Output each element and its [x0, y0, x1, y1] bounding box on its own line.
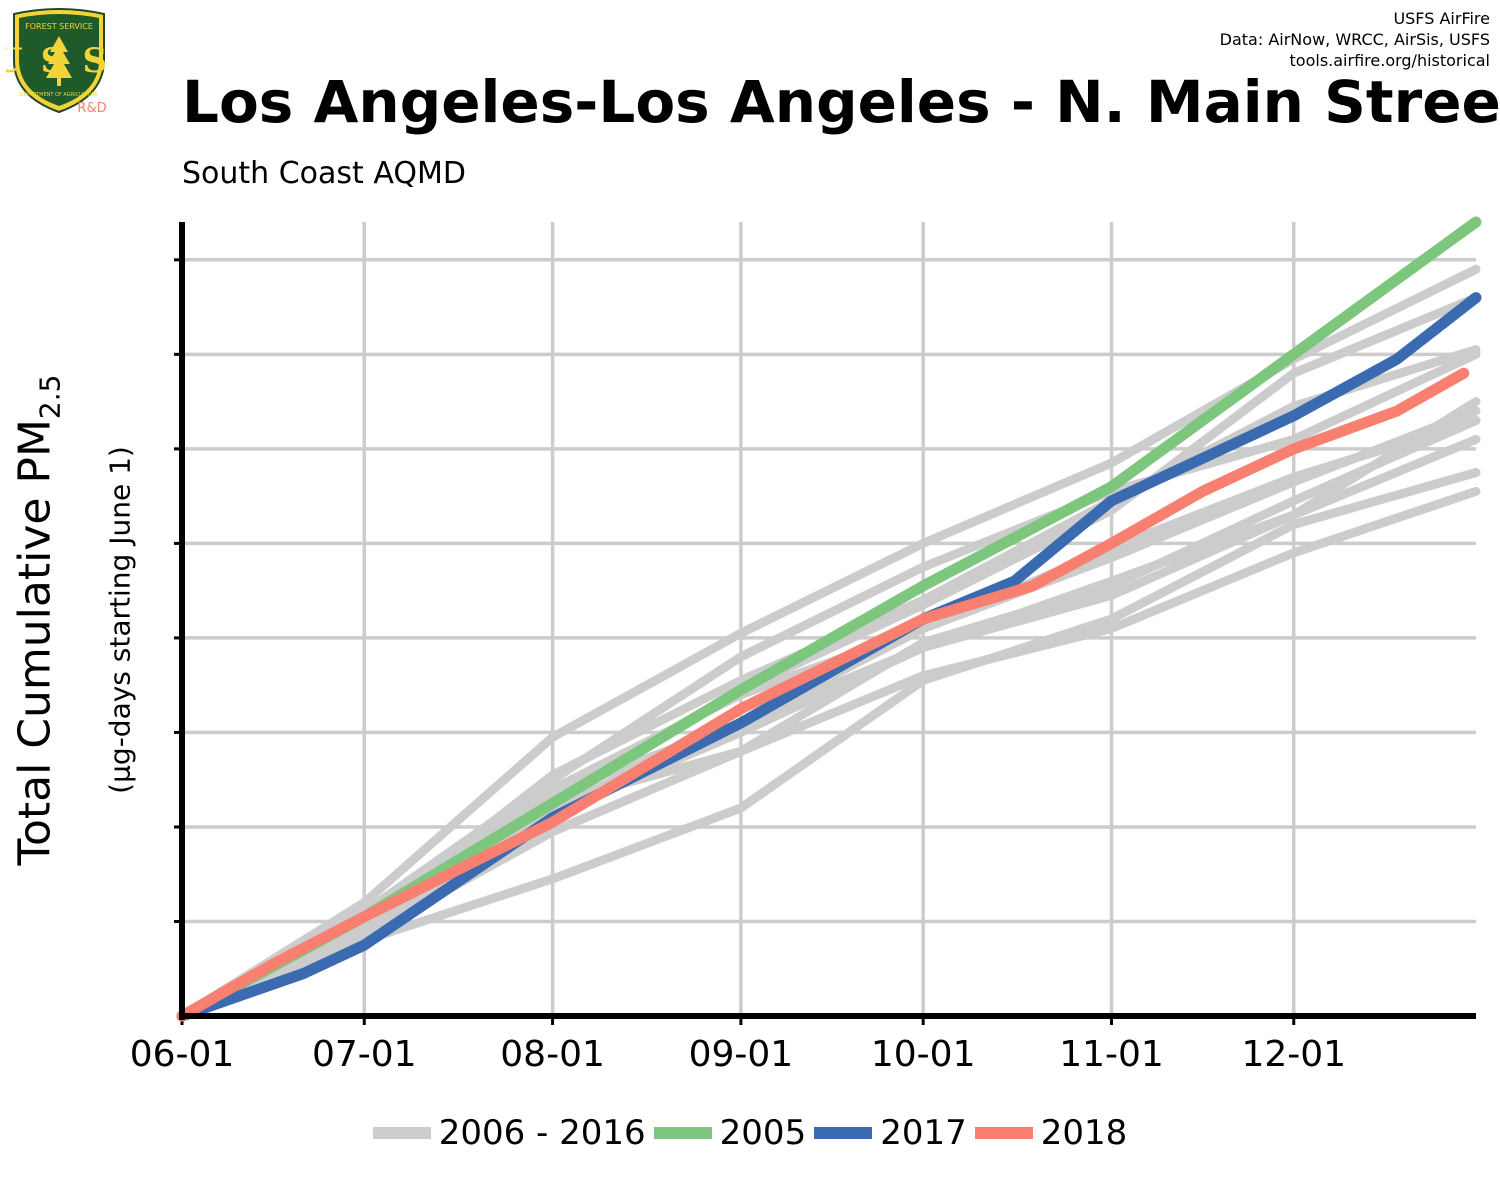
legend-label: 2005 — [719, 1113, 807, 1153]
legend-item-2017: 2017 — [814, 1113, 967, 1153]
forest-service-shield-logo: FOREST SERVICE USS DEPARTMENT OF AGRICUL… — [6, 8, 107, 116]
x-tick-label: 10-01 — [871, 1034, 976, 1075]
legend-swatch-2005 — [653, 1127, 712, 1139]
logo-bottom-text: DEPARTMENT OF AGRICULTURE — [20, 92, 98, 98]
chart-subtitle: South Coast AQMD — [182, 156, 466, 191]
legend-label: 2017 — [880, 1113, 967, 1153]
legend-swatch-history — [372, 1127, 431, 1139]
chart-title: Los Angeles-Los Angeles - N. Main Stree — [182, 68, 1500, 136]
legend-item-history: 2006 - 2016 — [372, 1113, 646, 1153]
series-line-history — [177, 349, 1481, 1021]
legend-swatch-2018 — [974, 1127, 1033, 1139]
credit-line: Data: AirNow, WRCC, AirSis, USFS — [1219, 30, 1490, 49]
series-line-2018 — [176, 367, 1470, 1022]
legend-swatch-2017 — [814, 1127, 873, 1139]
x-tick-label: 07-01 — [312, 1034, 417, 1075]
source-credits: USFS AirFire Data: AirNow, WRCC, AirSis,… — [1220, 8, 1490, 71]
legend-label: 2018 — [1040, 1113, 1128, 1153]
x-tick-label: 12-01 — [1241, 1034, 1346, 1075]
legend-item-2018: 2018 — [974, 1113, 1128, 1153]
legend-label: 2006 - 2016 — [438, 1113, 646, 1153]
x-tick-label: 08-01 — [500, 1034, 605, 1075]
credit-line: USFS AirFire — [1393, 9, 1490, 28]
tree-icon — [46, 36, 72, 78]
series-line-history — [177, 397, 1481, 1021]
legend-item-2005: 2005 — [653, 1113, 807, 1153]
logo-badge: R&D — [77, 101, 106, 116]
x-tick-label: 06-01 — [130, 1034, 235, 1075]
x-tick-label: 09-01 — [689, 1034, 794, 1075]
logo-top-text: FOREST SERVICE — [25, 22, 93, 31]
legend: 2006 - 2016 2005 2017 2018 — [0, 1113, 1500, 1153]
credit-line: tools.airfire.org/historical — [1289, 51, 1490, 70]
x-tick-label: 11-01 — [1059, 1034, 1164, 1075]
